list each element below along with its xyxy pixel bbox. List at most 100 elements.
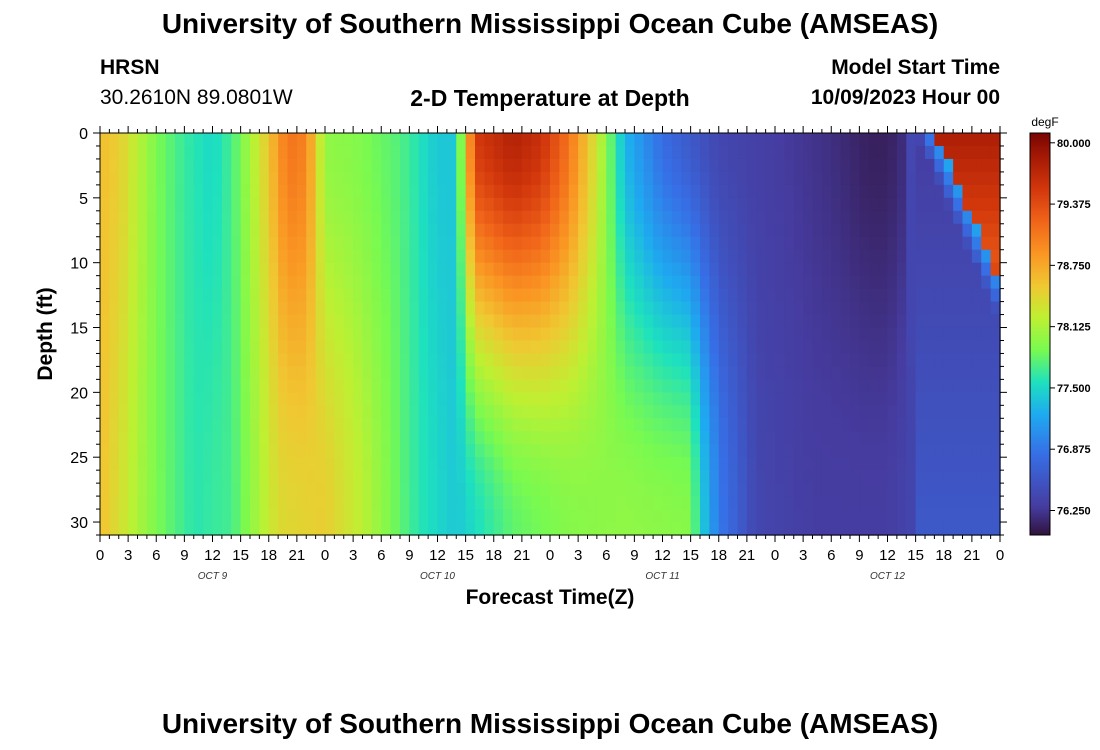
heatmap-cell [971, 483, 982, 497]
heatmap-cell [568, 249, 579, 264]
heatmap-cell [700, 236, 711, 251]
heatmap-cell [437, 418, 448, 432]
heatmap-cell [709, 457, 720, 471]
heatmap-cell [334, 431, 345, 445]
heatmap-cell [296, 275, 307, 290]
heatmap-cell [268, 522, 279, 536]
heatmap-cell [568, 470, 579, 484]
heatmap-cell [203, 158, 214, 173]
heatmap-cell [550, 249, 561, 264]
heatmap-cell [334, 210, 345, 225]
heatmap-cell [221, 353, 232, 368]
heatmap-cell [334, 158, 345, 173]
heatmap-cell [146, 522, 157, 536]
heatmap-cell [325, 366, 336, 381]
heatmap-cell [353, 275, 364, 290]
heatmap-cell [671, 353, 682, 368]
heatmap-cell [878, 262, 889, 277]
heatmap-cell [765, 470, 776, 484]
heatmap-cell [484, 288, 495, 303]
heatmap-cell [700, 470, 711, 484]
heatmap-cell [662, 197, 673, 212]
heatmap-cell [240, 184, 251, 199]
heatmap-cell [821, 314, 832, 329]
heatmap-cell [118, 379, 129, 394]
heatmap-cell [437, 301, 448, 316]
heatmap-cell [568, 171, 579, 186]
heatmap-cell [962, 379, 973, 394]
heatmap-cell [803, 236, 814, 251]
heatmap-cell [775, 210, 786, 225]
heatmap-cell [100, 184, 111, 199]
heatmap-cell [512, 184, 523, 199]
heatmap-cell [193, 262, 204, 277]
heatmap-cell [109, 210, 120, 225]
heatmap-cell [681, 158, 692, 173]
heatmap-cell [615, 327, 626, 342]
heatmap-cell [775, 418, 786, 432]
heatmap-cell [981, 301, 992, 316]
heatmap-cell [437, 509, 448, 523]
heatmap-cell [878, 522, 889, 536]
heatmap-cell [118, 353, 129, 368]
heatmap-cell [175, 379, 186, 394]
heatmap-cell [981, 145, 992, 160]
heatmap-cell [859, 379, 870, 394]
heatmap-cell [268, 223, 279, 238]
heatmap-cell [334, 314, 345, 329]
heatmap-cell [250, 210, 261, 225]
heatmap-cell [690, 236, 701, 251]
station-name: HRSN [100, 56, 160, 79]
heatmap-cell [203, 210, 214, 225]
heatmap-cell [990, 184, 1001, 199]
heatmap-cell [390, 405, 401, 419]
heatmap-cell [203, 431, 214, 445]
heatmap-cell [296, 327, 307, 342]
heatmap-cell [700, 327, 711, 342]
heatmap-cell [690, 340, 701, 355]
heatmap-cell [990, 314, 1001, 329]
heatmap-cell [859, 236, 870, 251]
heatmap-cell [400, 431, 411, 445]
heatmap-cell [634, 509, 645, 523]
heatmap-cell [193, 145, 204, 160]
heatmap-cell [325, 509, 336, 523]
heatmap-cell [671, 210, 682, 225]
heatmap-cell [728, 483, 739, 497]
heatmap-cell [278, 288, 289, 303]
heatmap-cell [896, 236, 907, 251]
heatmap-cell [821, 470, 832, 484]
heatmap-cell [231, 158, 242, 173]
heatmap-cell [850, 431, 861, 445]
heatmap-cell [887, 210, 898, 225]
heatmap-cell [643, 522, 654, 536]
heatmap-cell [653, 340, 664, 355]
heatmap-cell [915, 392, 926, 407]
x-tick-label: 12 [654, 547, 671, 564]
heatmap-cell [934, 509, 945, 523]
heatmap-cell [531, 418, 542, 432]
heatmap-cell [362, 236, 373, 251]
heatmap-cell [437, 158, 448, 173]
heatmap-cell [493, 236, 504, 251]
heatmap-cell [212, 392, 223, 407]
heatmap-cell [315, 327, 326, 342]
heatmap-cell [690, 353, 701, 368]
heatmap-cell [278, 314, 289, 329]
heatmap-cell [906, 496, 917, 510]
heatmap-cell [868, 236, 879, 251]
heatmap-cell [203, 171, 214, 186]
heatmap-cell [681, 496, 692, 510]
heatmap-cell [484, 379, 495, 394]
heatmap-cell [981, 275, 992, 290]
heatmap-cell [587, 210, 598, 225]
heatmap-cell [418, 327, 429, 342]
heatmap-cell [118, 405, 129, 419]
heatmap-cell [850, 366, 861, 381]
heatmap-cell [203, 405, 214, 419]
heatmap-cell [156, 483, 167, 497]
heatmap-cell [165, 301, 176, 316]
heatmap-cell [578, 418, 589, 432]
heatmap-cell [418, 340, 429, 355]
heatmap-cell [775, 379, 786, 394]
